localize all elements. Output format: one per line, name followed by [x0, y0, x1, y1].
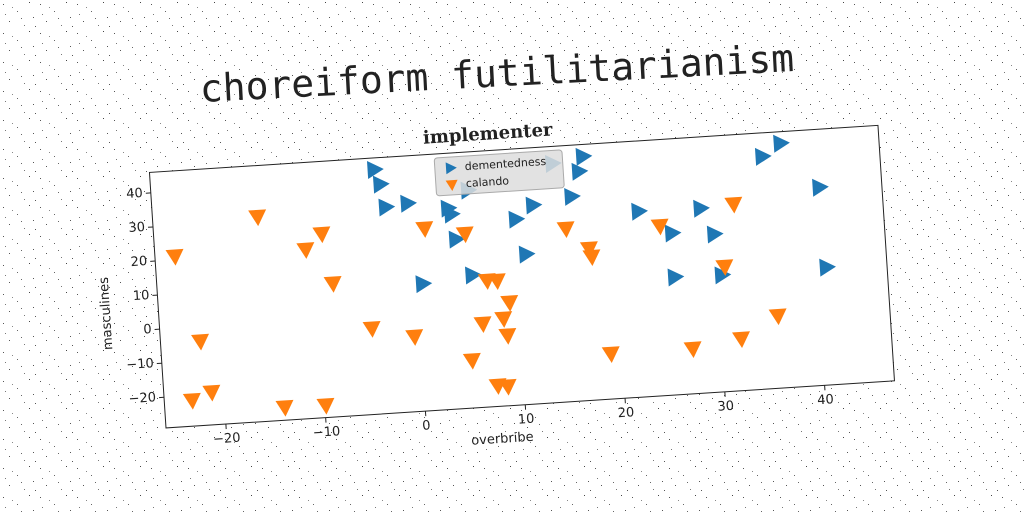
- y-tick-label: 10: [132, 288, 149, 304]
- y-tick-label: −20: [128, 390, 156, 407]
- x-tick-label: 0: [422, 418, 431, 434]
- y-tick-label: 20: [130, 254, 147, 270]
- y-tick-label: 30: [128, 220, 145, 236]
- x-tick-label: −10: [312, 424, 340, 441]
- y-tick-label: −10: [126, 356, 154, 373]
- x-tick-label: 10: [517, 412, 534, 428]
- x-tick-label: 40: [817, 392, 834, 408]
- y-tick-label: 0: [143, 322, 152, 338]
- x-tick-label: 20: [617, 405, 634, 421]
- x-tick-label: −20: [213, 431, 241, 448]
- y-tick-label: 40: [126, 186, 143, 202]
- x-tick-label: 30: [717, 399, 734, 415]
